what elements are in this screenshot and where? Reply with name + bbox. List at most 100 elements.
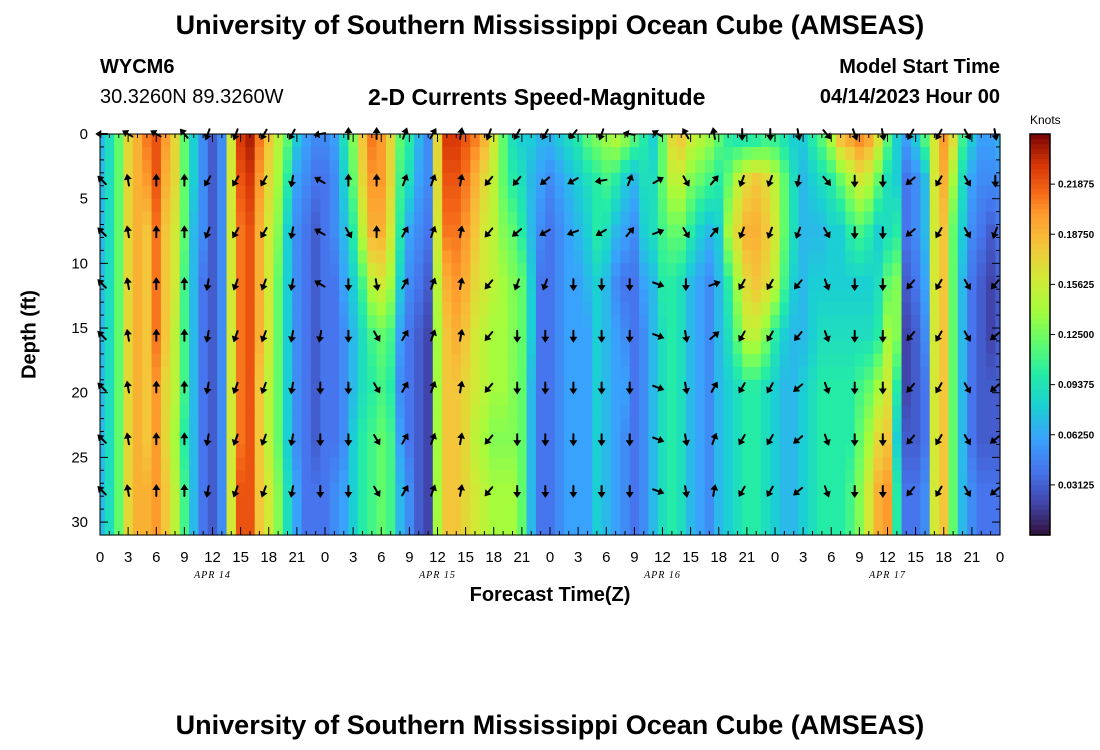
heatmap-cell [629, 340, 640, 355]
current-arrow [344, 485, 353, 498]
heatmap-cell [432, 302, 443, 316]
current-arrow [429, 277, 437, 290]
heatmap-cell [770, 172, 781, 187]
heatmap-cell [770, 263, 781, 277]
date-label: APR 16 [643, 570, 681, 581]
heatmap-cell [132, 328, 143, 342]
heatmap-cell [948, 185, 959, 200]
heatmap-cell [714, 198, 725, 213]
colorbar-segment [1030, 519, 1050, 526]
heatmap-cell [348, 315, 359, 329]
heatmap-cell [367, 198, 378, 213]
heatmap-cell [414, 302, 425, 316]
heatmap-cell [451, 276, 462, 290]
heatmap-cell [470, 211, 481, 226]
heatmap-cell [620, 366, 631, 381]
heatmap-cell [826, 366, 837, 381]
heatmap-cell [357, 483, 368, 497]
heatmap-cell [395, 340, 406, 355]
heatmap-cell [592, 276, 603, 290]
heatmap-cell [601, 276, 612, 290]
heatmap-cell [507, 431, 518, 446]
heatmap-cell [798, 328, 809, 342]
heatmap-cell [442, 315, 453, 329]
heatmap-cell [742, 224, 753, 239]
heatmap-cell [582, 276, 593, 290]
heatmap-cell [629, 496, 640, 510]
heatmap-cell [882, 509, 893, 523]
heatmap-cell [667, 224, 678, 239]
heatmap-cell [939, 405, 950, 420]
heatmap-cell [217, 328, 228, 342]
current-arrow [738, 128, 747, 141]
heatmap-cell [123, 263, 134, 277]
heatmap-cell [207, 392, 218, 407]
heatmap-cell [310, 237, 321, 252]
heatmap-cell [235, 340, 246, 355]
heatmap-cell [817, 146, 828, 161]
heatmap-cell [892, 444, 903, 458]
heatmap-cell [198, 224, 209, 239]
heatmap-cell [732, 470, 743, 484]
heatmap-cell [339, 418, 350, 433]
heatmap-cell [320, 263, 331, 277]
heatmap-cell [573, 198, 584, 213]
heatmap-cell [432, 315, 443, 329]
heatmap-cell [339, 405, 350, 420]
heatmap-cell [667, 315, 678, 329]
heatmap-cell [423, 289, 434, 303]
heatmap-cell [460, 185, 471, 200]
heatmap-cell [789, 509, 800, 523]
heatmap-cell [695, 159, 706, 174]
heatmap-cell [564, 496, 575, 510]
heatmap-cell [404, 172, 415, 187]
heatmap-cell [423, 457, 434, 471]
heatmap-cell [826, 509, 837, 523]
current-arrow [457, 127, 466, 140]
heatmap-cell [882, 392, 893, 407]
heatmap-cell [864, 224, 875, 239]
heatmap-cell [939, 328, 950, 342]
heatmap-cell [517, 405, 528, 420]
current-arrow [879, 128, 887, 141]
heatmap-cell [873, 496, 884, 510]
heatmap-cell [592, 224, 603, 239]
heatmap-cell [798, 457, 809, 471]
heatmap-cell [414, 379, 425, 394]
heatmap-cell [179, 366, 190, 381]
heatmap-cell [695, 134, 706, 148]
heatmap-cell [100, 185, 106, 200]
heatmap-cell [910, 444, 921, 458]
heatmap-cell [151, 302, 162, 316]
heatmap-cell [704, 172, 715, 187]
heatmap-cell [170, 134, 181, 148]
x-tick-label: 12 [204, 549, 221, 566]
heatmap-cell [892, 483, 903, 497]
heatmap-cell [160, 289, 171, 303]
heatmap-cell [807, 289, 818, 303]
heatmap-cell [657, 211, 668, 226]
heatmap-cell [160, 366, 171, 381]
heatmap-cell [489, 198, 500, 213]
heatmap-cell [901, 353, 912, 368]
heatmap-cell [864, 366, 875, 381]
current-arrow [709, 226, 719, 238]
current-arrow [823, 226, 831, 239]
heatmap-cell [535, 302, 546, 316]
heatmap-cell [610, 353, 621, 368]
heatmap-cell [460, 496, 471, 510]
heatmap-cell [817, 159, 828, 174]
heatmap-cell [732, 444, 743, 458]
heatmap-cell [310, 457, 321, 471]
heatmap-cell [714, 237, 725, 252]
heatmap-cell [357, 263, 368, 277]
heatmap-cell [217, 353, 228, 368]
heatmap-cell [648, 198, 659, 213]
heatmap-cell [882, 172, 893, 187]
heatmap-cell [723, 224, 734, 239]
heatmap-cell [507, 379, 518, 394]
heatmap-cell [695, 263, 706, 277]
current-arrow [152, 225, 161, 239]
heatmap-cell [460, 457, 471, 471]
